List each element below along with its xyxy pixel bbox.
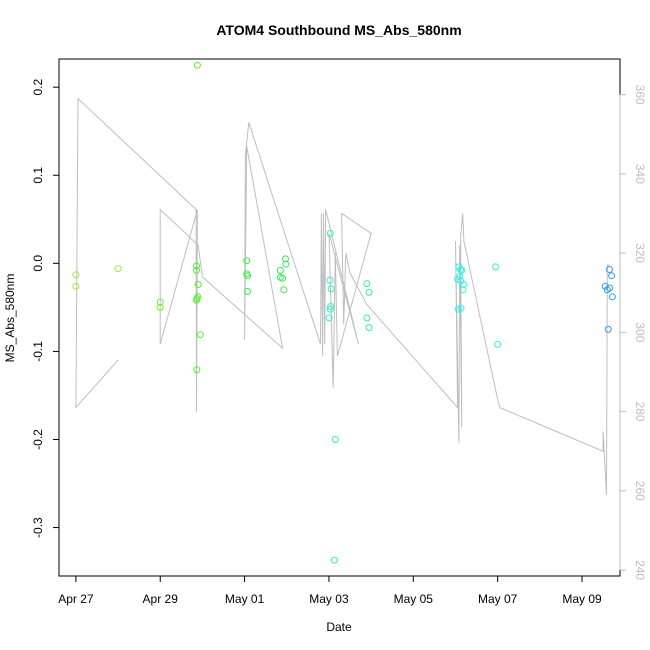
data-point [603,286,611,294]
data-point [244,288,251,295]
data-point [365,324,373,332]
data-point [193,366,201,374]
data-point [326,305,334,313]
data-point [460,281,468,288]
data-point [608,272,616,280]
y2-tick-label: 300 [633,322,647,342]
data-point [193,266,200,274]
y2-tick-label: 320 [633,243,647,263]
data-point [363,280,371,288]
x-tick-label: Apr 27 [58,592,94,606]
data-point [326,229,334,237]
data-point [459,286,467,294]
data-point [608,293,616,301]
data-point [327,303,335,310]
data-point [606,284,613,292]
x-axis-label: Date [326,620,352,634]
data-point [363,314,371,322]
line-series [75,97,610,495]
data-point [457,304,465,312]
data-point [280,286,288,294]
data-point [606,266,613,273]
y-tick-label: -0.2 [31,429,45,450]
data-point [194,281,202,288]
data-point [193,296,200,304]
data-point [365,288,373,296]
data-point [325,314,333,322]
chart-title: ATOM4 Southbound MS_Abs_580nm [216,22,461,38]
data-point [72,271,80,279]
data-point [193,61,201,69]
data-point [72,282,80,290]
y-axis: -0.3 -0.2 -0.1 0.0 0.1 0.2 [31,79,60,538]
x-axis: Apr 27 Apr 29 May 01 May 03 May 05 May 07 May … [58,575,602,606]
data-point [492,263,500,271]
line-series-path [75,97,610,495]
data-point [114,265,122,273]
data-point [326,276,334,284]
y-tick-label: 0.2 [31,79,45,96]
x-tick-label: May 07 [478,592,518,606]
y2-axis: 240 260 280 300 320 340 360 [619,85,647,580]
data-point [604,325,612,333]
x-tick-label: May 05 [394,592,434,606]
data-point [601,282,609,290]
data-point [156,303,164,311]
data-point [243,257,251,265]
data-point [494,340,502,348]
plot-area [58,58,621,577]
y2-tick-label: 340 [633,164,647,184]
x-tick-label: May 03 [309,592,349,606]
y2-tick-label: 240 [633,560,647,580]
y2-tick-label: 280 [633,402,647,422]
y-tick-label: -0.3 [31,517,45,538]
data-point [457,266,465,273]
data-point [156,298,164,306]
data-point [282,260,290,268]
data-point [330,556,338,564]
data-point [327,285,335,293]
data-point [276,266,284,274]
y2-tick-label: 260 [633,481,647,501]
y-axis-label: MS_Abs_580nm [3,274,17,363]
x-tick-label: Apr 29 [143,592,179,606]
data-point [282,255,289,263]
data-point [279,274,287,282]
data-point [458,266,466,274]
y2-tick-label: 360 [633,85,647,105]
data-point [193,262,200,270]
y-tick-label: 0.1 [31,167,45,184]
data-point [331,436,339,443]
data-point [194,293,202,301]
x-tick-label: May 01 [225,592,265,606]
scatter-points [72,61,616,564]
y-tick-label: -0.1 [31,341,45,362]
data-point [244,272,251,280]
data-point [196,331,204,339]
y-tick-label: 0.0 [31,255,45,272]
x-tick-label: May 09 [562,592,602,606]
